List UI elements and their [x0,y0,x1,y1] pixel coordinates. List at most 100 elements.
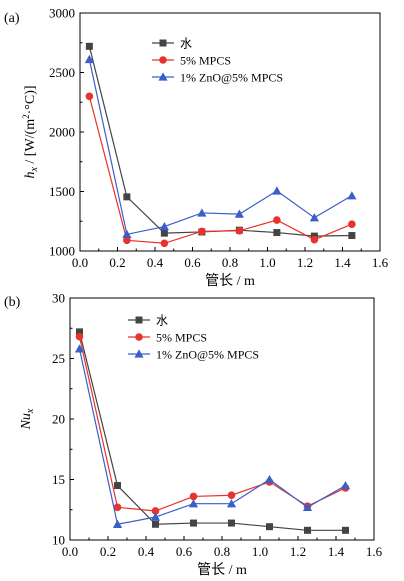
series-line [88,59,353,236]
data-point [190,519,197,527]
data-point [113,503,122,512]
data-point [264,474,275,484]
y-axis-title-sub: x [25,408,36,414]
x-tick-label: 0.6 [184,255,201,270]
series-2 [84,54,357,239]
data-point [302,502,313,512]
chart-panel-b: 0.0 0.2 0.4 0.6 0.8 1.0 1.2 1.4 1.6 10 15 20 25 30 (b)… [4,291,383,579]
plot-frame [79,12,381,252]
data-point [226,499,237,508]
data-point [273,229,281,237]
legend-label: 5% MPCS [180,54,231,68]
y-tick-label: 20 [52,412,65,427]
y-tick-label: 25 [52,351,65,366]
data-point [272,186,282,195]
data-point [160,239,169,248]
panel-label: (a) [4,11,20,26]
series-1 [85,92,356,248]
data-point [227,491,236,500]
data-point [123,193,131,201]
series-0 [76,328,349,534]
series-2 [74,344,351,528]
data-point [347,191,357,200]
legend-label: 水 [156,314,168,328]
x-axis-title: 管长 / m [205,273,255,289]
y-axis-title-main: Nu [19,413,34,430]
y-tick-label: 15 [52,472,65,487]
x-tick-label: 0.0 [72,255,88,270]
y-axis-title: Nux [19,408,36,430]
data-point [340,480,351,490]
x-tick-label: 0.8 [214,544,230,559]
data-point [198,227,206,236]
y-tick-label: 30 [52,291,65,306]
y-tick-label: 1500 [49,184,75,199]
data-point [342,526,349,534]
legend-marker [159,39,167,47]
data-point [266,523,273,531]
x-tick-label: 0.4 [147,255,164,270]
x-tick-label: 1.4 [328,544,345,559]
x-tick-label: 0.0 [62,544,78,559]
data-point [75,332,84,341]
data-point [348,232,356,240]
data-point [234,209,244,218]
legend: 水 5% MPCS 1% ZnO@5% MPCS [152,37,283,85]
data-point [123,236,131,245]
data-point [150,512,161,521]
y-axis-title-slash: / [23,156,38,167]
x-tick-label: 1.6 [372,255,389,270]
legend-label: 1% ZnO@5% MPCS [156,348,259,362]
x-tick-label: 1.0 [259,255,275,270]
data-point [189,492,198,501]
y-tick-label: 1000 [49,244,75,259]
data-point [76,328,83,336]
data-point [112,519,123,528]
y-axis-title-sub: x [29,167,40,173]
data-point [197,208,207,217]
x-tick-label: 0.2 [100,544,116,559]
y-tick-label: 3000 [49,6,75,21]
data-point [188,499,199,508]
x-tick-label: 1.2 [297,255,313,270]
legend: 水 5% MPCS 1% ZnO@5% MPCS [128,314,259,362]
data-point [74,344,85,353]
data-point [84,54,94,64]
legend-marker [134,349,144,358]
data-point [273,216,281,224]
series-line [78,331,346,531]
y-axis-title-main: h [23,172,38,179]
data-point [159,222,169,231]
y-axis-title-unit-sup: 2 [21,114,31,119]
y-tick-label: 10 [52,533,65,548]
x-axis-title: 管长 / m [197,562,247,578]
x-tick-label: 0.8 [222,255,238,270]
data-point [235,226,244,235]
data-point [85,92,94,101]
legend-marker [158,72,168,81]
data-point [309,213,319,222]
series-line [88,96,353,244]
data-point [348,220,356,229]
data-point [228,519,235,527]
y-tick-label: 2500 [49,65,75,80]
x-tick-label: 0.4 [138,544,155,559]
x-tick-label: 1.0 [252,544,268,559]
legend-label: 1% ZnO@5% MPCS [180,71,283,85]
legend-label: 水 [180,37,192,51]
data-point [122,229,132,239]
y-axis-title: hx / [W/(m2·°C)] [21,85,40,178]
legend-marker [135,316,143,324]
data-point [160,229,168,237]
data-point [151,507,160,515]
legend-marker [135,333,143,341]
panel-label: (b) [4,295,21,310]
y-axis-title-unit-rest: ·°C)] [23,85,38,114]
x-tick-label: 0.2 [109,255,125,270]
data-point [152,520,159,528]
x-tick-label: 1.2 [290,544,306,559]
legend-label: 5% MPCS [156,331,207,345]
chart-panel-a: 0.0 0.2 0.4 0.6 0.8 1.0 1.2 1.4 1.6 1000 1500 2000 2… [4,6,389,290]
y-tick-label: 2000 [49,125,75,140]
